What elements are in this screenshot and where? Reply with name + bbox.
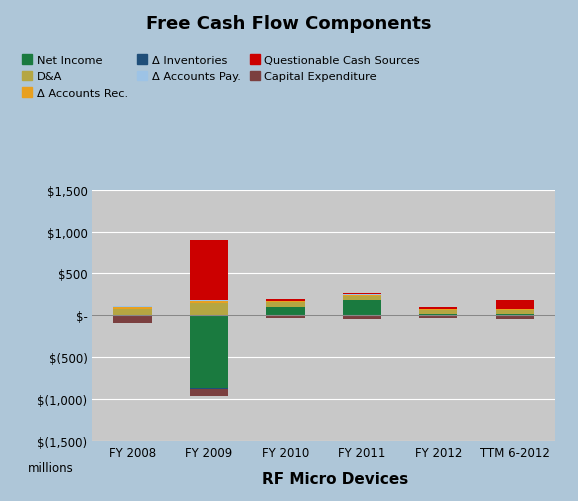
- Bar: [113, 317, 151, 323]
- Bar: [266, 302, 305, 303]
- Bar: [343, 293, 381, 295]
- Bar: [343, 295, 381, 296]
- Bar: [190, 316, 228, 388]
- Bar: [496, 301, 534, 309]
- Bar: [113, 307, 151, 309]
- Text: millions: millions: [28, 461, 73, 474]
- Bar: [343, 296, 381, 301]
- Bar: [419, 310, 457, 311]
- Bar: [343, 316, 381, 317]
- Text: Free Cash Flow Components: Free Cash Flow Components: [146, 15, 432, 33]
- Bar: [113, 316, 151, 317]
- Bar: [113, 309, 151, 316]
- Bar: [266, 307, 305, 316]
- Bar: [419, 311, 457, 315]
- Bar: [343, 317, 381, 319]
- Bar: [190, 388, 228, 390]
- Bar: [190, 303, 228, 316]
- Bar: [190, 390, 228, 396]
- Bar: [419, 308, 457, 309]
- Bar: [419, 316, 457, 319]
- Bar: [266, 303, 305, 307]
- Bar: [496, 315, 534, 316]
- Bar: [496, 317, 534, 319]
- Bar: [190, 301, 228, 302]
- Bar: [190, 302, 228, 303]
- Bar: [266, 316, 305, 319]
- Legend: Net Income, D&A, Δ Accounts Rec., Δ Inventories, Δ Accounts Pay., Questionable C: Net Income, D&A, Δ Accounts Rec., Δ Inve…: [17, 51, 425, 103]
- Text: RF Micro Devices: RF Micro Devices: [262, 471, 409, 486]
- Bar: [419, 315, 457, 316]
- Bar: [496, 309, 534, 310]
- Bar: [190, 240, 228, 301]
- Bar: [496, 316, 534, 317]
- Bar: [266, 299, 305, 302]
- Bar: [343, 301, 381, 316]
- Bar: [496, 310, 534, 315]
